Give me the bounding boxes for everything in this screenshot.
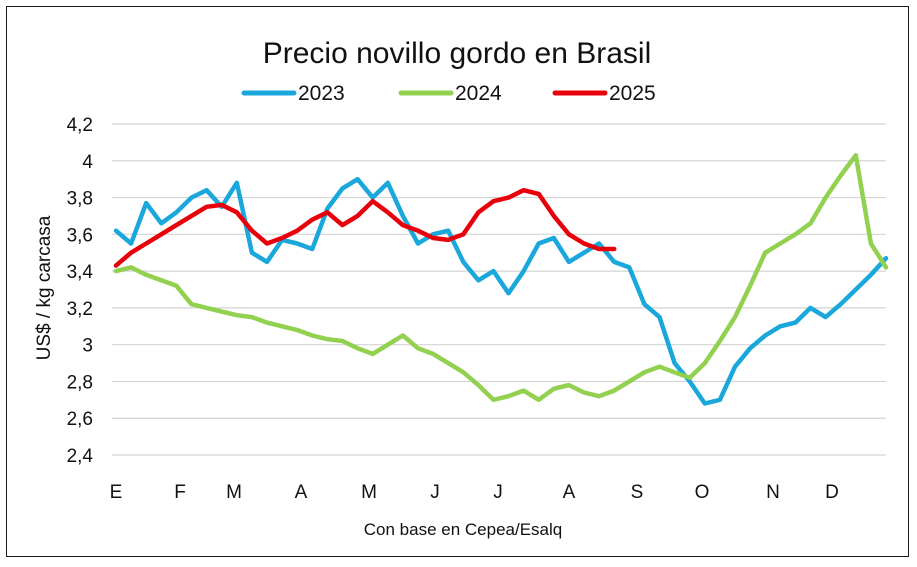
x-tick-label: J (493, 482, 503, 503)
y-tick-label: 4 (82, 152, 93, 173)
x-tick-label: A (563, 482, 576, 503)
y-tick-label: 3,2 (67, 299, 93, 320)
y-axis-label: US$ / kg carcasa (34, 215, 55, 360)
source-note: Con base en Cepea/Esalq (364, 520, 562, 539)
legend: 2023 2024 2025 (241, 82, 656, 105)
y-axis-ticks: 2,4 2,6 2,8 3 3,2 3,4 3,6 3,8 4 4,2 (67, 115, 94, 467)
x-tick-label: M (226, 482, 242, 503)
x-tick-label: M (361, 482, 377, 503)
y-tick-label: 2,8 (67, 372, 93, 393)
y-tick-label: 4,2 (67, 115, 93, 136)
y-tick-label: 3,8 (67, 189, 93, 210)
x-tick-label: S (631, 482, 644, 503)
x-tick-label: N (766, 482, 780, 503)
gridlines (112, 123, 886, 456)
series-line-2023 (113, 176, 889, 406)
legend-label-2025: 2025 (609, 82, 656, 105)
x-tick-label: E (110, 482, 123, 503)
series-lines (113, 153, 889, 406)
series-line-2025 (113, 187, 617, 268)
legend-label-2023: 2023 (298, 82, 345, 105)
y-tick-label: 3,6 (67, 225, 93, 246)
y-tick-label: 3,4 (67, 262, 94, 283)
y-tick-label: 2,6 (67, 409, 93, 430)
legend-label-2024: 2024 (455, 82, 502, 105)
y-tick-label: 2,4 (67, 446, 94, 467)
x-tick-label: D (825, 482, 839, 503)
series-line-2024 (113, 153, 889, 403)
chart-title: Precio novillo gordo en Brasil (263, 37, 652, 70)
x-tick-label: A (295, 482, 308, 503)
x-tick-label: F (174, 482, 186, 503)
y-tick-label: 3 (82, 336, 93, 357)
chart-frame (6, 6, 909, 557)
x-tick-label: O (695, 482, 710, 503)
x-tick-label: J (430, 482, 440, 503)
